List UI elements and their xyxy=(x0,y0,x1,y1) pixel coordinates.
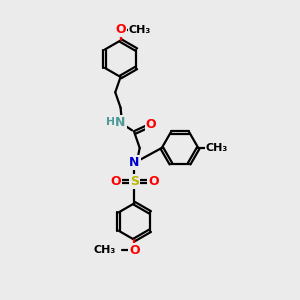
Text: H: H xyxy=(106,117,115,127)
Text: O: O xyxy=(115,23,126,36)
Text: CH₃: CH₃ xyxy=(206,143,228,153)
Text: O: O xyxy=(129,244,140,257)
Text: N: N xyxy=(129,156,140,169)
Text: O: O xyxy=(110,175,121,188)
Text: O: O xyxy=(148,175,159,188)
Text: O: O xyxy=(146,118,157,131)
Text: S: S xyxy=(130,175,139,188)
Text: CH₃: CH₃ xyxy=(129,25,151,35)
Text: CH₃: CH₃ xyxy=(93,245,115,255)
Text: N: N xyxy=(116,116,126,129)
